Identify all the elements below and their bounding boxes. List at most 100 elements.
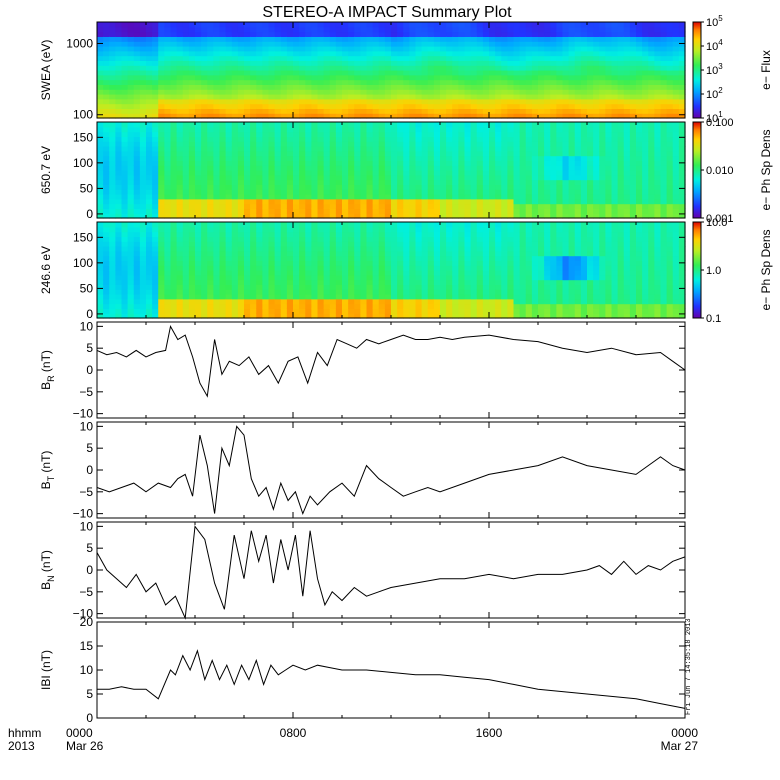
swea-heatmap-cell <box>525 79 533 85</box>
swea-heatmap-cell <box>446 22 453 28</box>
pad650-heatmap-cell <box>133 126 141 133</box>
pad650-heatmap-cell <box>286 131 294 137</box>
swea-heatmap-cell <box>495 46 502 52</box>
swea-heatmap-cell <box>397 94 404 100</box>
pad650-heatmap-cell <box>397 141 404 147</box>
pad650-heatmap-cell <box>421 122 429 128</box>
swea-heatmap-cell <box>654 50 662 57</box>
pad650-heatmap-cell <box>109 150 116 157</box>
pad246-heatmap-cell <box>231 255 239 261</box>
pad650-heatmap-cell <box>219 165 227 171</box>
swea-heatmap-cell <box>642 79 649 85</box>
pad650-heatmap-cell <box>562 165 570 171</box>
swea-heatmap-cell <box>182 84 190 90</box>
swea-heatmap-cell <box>672 26 680 33</box>
pad650-heatmap-cell <box>421 146 429 152</box>
pad650-heatmap-cell <box>464 131 472 137</box>
pad650-heatmap-cell <box>666 174 674 181</box>
pad246-heatmap-cell <box>299 308 306 314</box>
pad246-heatmap-cell <box>311 284 319 290</box>
pad650-heatmap-cell <box>170 146 178 152</box>
pad650-heatmap-cell <box>139 208 147 214</box>
pad650-heatmap-cell <box>556 189 564 195</box>
pad246-heatmap-cell <box>305 250 312 257</box>
swea-heatmap-cell <box>464 70 472 76</box>
swea-heatmap-cell <box>623 79 631 85</box>
pad246-heatmap-cell <box>146 294 153 300</box>
pad650-heatmap-cell <box>660 170 668 176</box>
swea-heatmap-cell <box>605 74 613 81</box>
swea-heatmap-cell <box>280 55 288 61</box>
swea-heatmap-cell <box>244 108 251 114</box>
pad246-heatmap-cell <box>274 255 282 261</box>
pad246-heatmap-cell <box>360 241 368 247</box>
pad246-heatmap-cell <box>97 308 104 314</box>
pad246-heatmap-cell <box>268 303 276 309</box>
swea-heatmap-cell <box>458 79 466 85</box>
pad246-heatmap-cell <box>195 265 202 271</box>
pad650-heatmap-cell <box>538 208 545 214</box>
swea-heatmap-cell <box>195 55 202 61</box>
swea-heatmap-cell <box>629 26 637 33</box>
swea-heatmap-cell <box>237 89 245 95</box>
swea-heatmap-cell <box>458 113 466 119</box>
pad650-heatmap-cell <box>593 198 600 205</box>
pad650-heatmap-cell <box>366 160 374 166</box>
pad246-heatmap-cell <box>311 279 319 285</box>
pad650-heatmap-cell <box>513 160 521 166</box>
pad246-heatmap-cell <box>329 289 337 295</box>
pad650-heatmap-cell <box>495 184 502 190</box>
pad650-heatmap-cell <box>305 194 312 200</box>
pad650-heatmap-cell <box>348 136 355 142</box>
pad246-heatmap-cell <box>237 241 245 247</box>
swea-heatmap-cell <box>188 98 196 105</box>
pad650-heatmap-cell <box>501 131 508 137</box>
swea-heatmap-cell <box>409 74 417 81</box>
swea-heatmap-cell <box>642 41 649 47</box>
swea-heatmap-cell <box>164 36 172 42</box>
pad246-heatmap-cell <box>323 308 331 314</box>
pad650-heatmap-cell <box>237 174 245 181</box>
swea-heatmap-cell <box>378 113 386 119</box>
pad650-heatmap-cell <box>250 160 257 166</box>
pad650-heatmap-cell <box>274 136 282 142</box>
pad246-heatmap-cell <box>188 236 196 242</box>
pad650-heatmap-cell <box>158 203 165 209</box>
pad650-heatmap-cell <box>121 208 129 214</box>
swea-heatmap-cell <box>244 84 251 90</box>
swea-heatmap-cell <box>433 36 441 42</box>
pad650-heatmap-cell <box>311 194 319 200</box>
swea-heatmap-cell <box>182 103 190 109</box>
swea-heatmap-cell <box>458 22 466 28</box>
swea-heatmap-cell <box>666 79 674 85</box>
swea-heatmap-cell <box>201 94 208 100</box>
swea-heatmap-cell <box>556 55 564 61</box>
pad650-heatmap-cell <box>158 213 165 219</box>
pad650-heatmap-cell <box>611 150 619 157</box>
pad246-heatmap-cell <box>311 294 319 300</box>
swea-heatmap-cell <box>237 60 245 66</box>
pad246-heatmap-cell <box>182 313 190 319</box>
pad650-heatmap-cell <box>525 198 533 205</box>
swea-heatmap-cell <box>593 113 600 119</box>
pad650-heatmap-cell <box>642 194 649 200</box>
swea-heatmap-cell <box>146 108 153 114</box>
pad650-heatmap-cell <box>109 170 116 176</box>
pad246-heatmap-cell <box>286 313 294 319</box>
pad650-heatmap-cell <box>354 146 361 152</box>
pad650-heatmap-cell <box>158 170 165 176</box>
pad650-heatmap-cell <box>446 174 453 181</box>
swea-heatmap-cell <box>372 46 380 52</box>
pad246-heatmap-cell <box>164 231 172 237</box>
pad650-heatmap-cell <box>188 174 196 181</box>
swea-heatmap-cell <box>489 79 496 85</box>
swea-heatmap-cell <box>629 31 637 37</box>
pad650-heatmap-cell <box>195 198 202 205</box>
pad650-heatmap-cell <box>366 170 374 176</box>
pad650-heatmap-cell <box>519 203 527 209</box>
swea-heatmap-cell <box>617 55 625 61</box>
swea-heatmap-cell <box>672 113 680 119</box>
swea-heatmap-cell <box>605 79 613 85</box>
swea-heatmap-cell <box>538 113 545 119</box>
pad246-heatmap-cell <box>109 241 116 247</box>
